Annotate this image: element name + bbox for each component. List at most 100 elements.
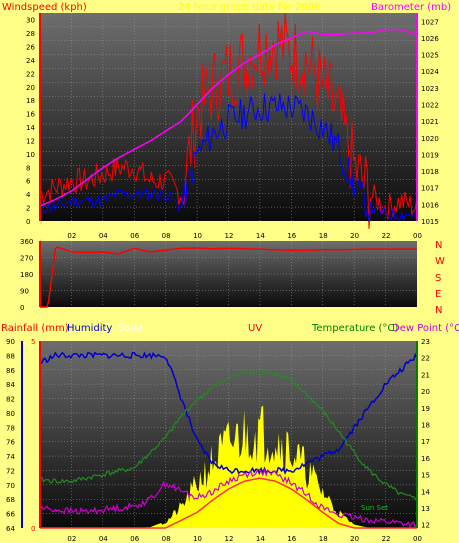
windspeed-tick-label: 14 — [26, 124, 35, 132]
barometer-tick-label: 1017 — [421, 185, 439, 193]
humidity-tick-label: 80 — [6, 410, 15, 418]
x-tick-label: 22 — [382, 232, 391, 240]
temperature-series-line — [39, 368, 418, 502]
compass-s: S — [435, 273, 441, 284]
windspeed-tick-label: 24 — [26, 57, 35, 65]
barometer-series-line — [39, 28, 418, 207]
temperature-tick-label: 16 — [421, 455, 430, 463]
humidity-tick-label: 76 — [6, 439, 15, 447]
x-tick-label: 06 — [130, 232, 139, 240]
temperature-tick-label: 20 — [421, 388, 430, 396]
x-tick-label: 04 — [99, 232, 108, 240]
compass-n-bottom: N — [435, 305, 442, 316]
x-tick-label: 14 — [256, 535, 265, 543]
barometer-tick-label: 1027 — [421, 18, 439, 26]
sunset-annotation: Sun Set — [361, 504, 388, 512]
x-tick-label: 20 — [350, 232, 359, 240]
windspeed-plot-area — [40, 13, 417, 221]
x-tick-label: 08 — [162, 535, 171, 543]
uv-legend-label: UV — [248, 323, 262, 334]
humidity-tick-label: 90 — [6, 338, 15, 346]
x-tick-label: 10 — [193, 232, 202, 240]
humidity-tick-label: 64 — [6, 525, 15, 533]
rainfall-tick-label: 0 — [31, 525, 35, 533]
temperature-tick-label: 18 — [421, 421, 430, 429]
compass-e: E — [435, 289, 441, 300]
humidity-tick-label: 86 — [6, 367, 15, 375]
windspeed-tick-label: 20 — [26, 84, 35, 92]
temperature-tick-label: 21 — [421, 371, 430, 379]
temperature-tick-label: 17 — [421, 438, 430, 446]
barometer-tick-label: 1020 — [421, 135, 439, 143]
humidity-tick-label: 84 — [6, 381, 15, 389]
x-tick-label: 04 — [99, 535, 108, 543]
barometer-tick-label: 1025 — [421, 52, 439, 60]
windspeed-tick-label: 18 — [26, 97, 35, 105]
humidity-tick-label: 88 — [6, 352, 15, 360]
temperature-tick-label: 14 — [421, 488, 430, 496]
barometer-tick-label: 1021 — [421, 118, 439, 126]
x-tick-label: 12 — [225, 232, 234, 240]
humidity-tick-label: 82 — [6, 396, 15, 404]
x-tick-label: 02 — [67, 232, 76, 240]
temperature-tick-label: 22 — [421, 355, 430, 363]
x-tick-label: 16 — [287, 535, 296, 543]
windspeed-tick-label: 8 — [26, 164, 30, 172]
humidity-tick-label: 78 — [6, 424, 15, 432]
barometer-tick-label: 1015 — [421, 218, 439, 226]
x-tick-label: 22 — [382, 535, 391, 543]
direction-tick-label: 180 — [20, 271, 33, 279]
windspeed-tick-label: 30 — [26, 17, 35, 25]
humidity-legend-label: Humidity — [67, 323, 112, 334]
direction-tick-label: 360 — [20, 238, 33, 246]
chart-title: 24 hour graph data for 2008 — [178, 2, 321, 13]
solar-series-area — [40, 405, 417, 528]
barometer-tick-label: 1026 — [421, 35, 439, 43]
dewpoint-series-line — [39, 468, 418, 529]
humidity-tick-label: 72 — [6, 467, 15, 475]
compass-labels: N W S E N — [435, 240, 445, 316]
barometer-tick-label: 1019 — [421, 151, 439, 159]
barometer-tick-label: 1018 — [421, 168, 439, 176]
humidity-tick-label: 68 — [6, 496, 15, 504]
windspeed-tick-label: 0 — [26, 218, 30, 226]
uv-series-line — [40, 477, 417, 529]
x-tick-label: 20 — [350, 535, 359, 543]
barometer-tick-label: 1016 — [421, 201, 439, 209]
temperature-tick-label: 23 — [421, 338, 430, 346]
x-tick-label: 06 — [130, 535, 139, 543]
windspeed-tick-label: 26 — [26, 44, 35, 52]
x-tick-label: 00 — [413, 232, 422, 240]
humidity-tick-label: 66 — [6, 511, 15, 519]
windspeed-axis-label: Windspeed (kph) — [2, 2, 87, 13]
barometer-tick-label: 1024 — [421, 68, 439, 76]
windspeed-tick-label: 6 — [26, 178, 31, 186]
humidity-series-line — [39, 351, 418, 476]
windspeed-tick-label: 28 — [26, 30, 35, 38]
gust-series-line — [39, 13, 418, 229]
temperature-tick-label: 19 — [421, 405, 430, 413]
barometer-tick-label: 1023 — [421, 85, 439, 93]
temperature-tick-label: 13 — [421, 505, 430, 513]
barometer-axis-label: Barometer (mb) — [371, 2, 451, 13]
x-tick-label: 16 — [287, 232, 296, 240]
x-tick-label: 18 — [319, 232, 328, 240]
windspeed-tick-label: 16 — [26, 111, 35, 119]
humidity-tick-label: 74 — [6, 453, 15, 461]
temperature-axis-label: Temperature (°C) — [311, 323, 398, 334]
x-tick-label: 02 — [67, 535, 76, 543]
x-tick-label: 12 — [225, 535, 234, 543]
direction-tick-label: 90 — [20, 288, 29, 296]
windspeed-series-line — [39, 93, 418, 222]
x-tick-label: 10 — [193, 535, 202, 543]
humidity-tick-label: 70 — [6, 482, 15, 490]
x-tick-label: 08 — [162, 232, 171, 240]
x-tick-label: 00 — [413, 535, 422, 543]
x-tick-label: 18 — [319, 535, 328, 543]
windspeed-tick-label: 4 — [26, 191, 31, 199]
barometer-tick-label: 1022 — [421, 102, 439, 110]
rainfall-tick-label: 5 — [31, 338, 35, 346]
compass-n-top: N — [435, 240, 442, 251]
